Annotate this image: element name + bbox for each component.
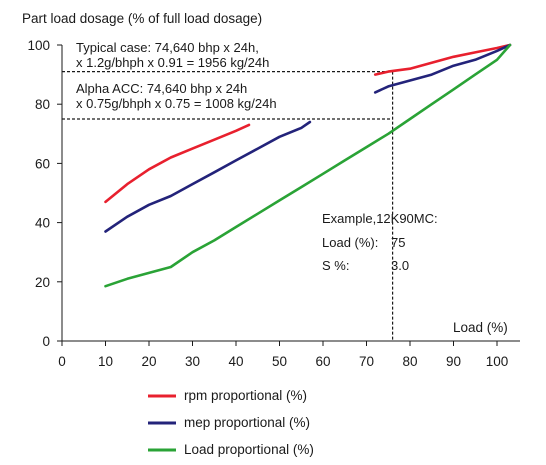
typical-case-line2: x 1.2g/bhph x 0.91 = 1956 kg/24h [76,55,269,70]
series-line-mep-0 [104,120,312,233]
ticks-group: 0 10 20 30 40 50 60 70 80 90 100 0 20 40 60 80 100 [27,38,508,369]
x-tick-label-60: 60 [315,354,330,369]
x-axis-label: Load (%) [453,320,508,335]
example-title: Example,12K90MC: [322,211,438,226]
example-s-value: 3.0 [391,258,409,273]
reference-lines [62,71,394,341]
plot-area [61,45,520,342]
alpha-acc-line1: Alpha ACC: 74,640 bhp x 24h [76,81,247,96]
series-line-rpm-1 [373,43,512,76]
y-tick-label-0: 0 [42,334,50,349]
x-tick-label-100: 100 [486,354,509,369]
example-load-label: Load (%): [322,235,378,250]
x-tick-label-10: 10 [98,354,113,369]
y-tick-label-40: 40 [35,216,50,231]
x-tick-label-70: 70 [359,354,374,369]
series-line-mep-1 [373,43,512,94]
x-tick-label-30: 30 [185,354,200,369]
series-line-rpm-0 [104,123,251,204]
x-tick-label-80: 80 [402,354,417,369]
example-load-value: 75 [391,235,405,250]
x-tick-label-90: 90 [446,354,461,369]
y-tick-label-100: 100 [27,38,50,53]
example-s-label: S %: [322,258,349,273]
x-tick-label-20: 20 [141,354,156,369]
y-tick-label-60: 60 [35,156,50,171]
legend-label-load: Load proportional (%) [184,442,314,457]
y-tick-label-80: 80 [35,97,50,112]
y-axis-label: Part load dosage (% of full load dosage) [22,11,262,26]
x-tick-label-0: 0 [58,354,66,369]
legend-label-rpm: rpm proportional (%) [184,388,307,403]
legend-label-mep: mep proportional (%) [184,415,310,430]
x-tick-label-40: 40 [228,354,243,369]
series-line-load-0 [104,43,512,288]
series-group [104,43,512,288]
y-tick-label-20: 20 [35,275,50,290]
x-tick-label-50: 50 [272,354,287,369]
legend: rpm proportional (%) mep proportional (%… [148,388,314,457]
alpha-acc-line2: x 0.75g/bhph x 0.75 = 1008 kg/24h [76,96,277,111]
typical-case-line1: Typical case: 74,640 bhp x 24h, [76,40,259,55]
